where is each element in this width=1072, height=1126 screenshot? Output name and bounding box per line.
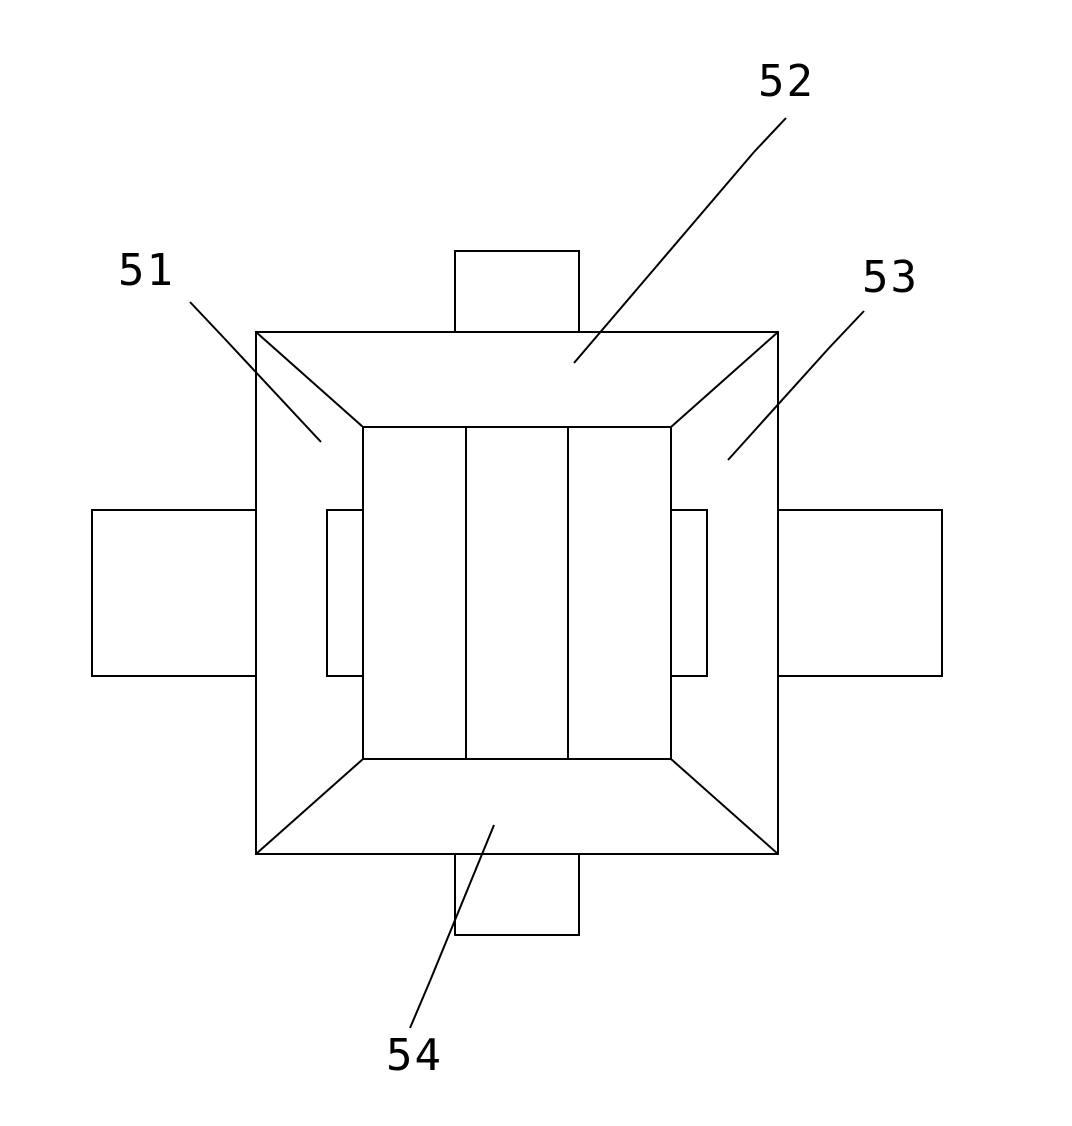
diag-tl (256, 332, 363, 427)
leader-53-seg-0 (829, 311, 864, 348)
diag-br (671, 759, 778, 854)
leader-51-seg-0 (190, 302, 224, 338)
tab-bottom (455, 854, 579, 935)
label-51: 51 (118, 245, 175, 296)
diag-tr (671, 332, 778, 427)
tab-top (455, 251, 579, 332)
leader-54-seg-0 (410, 981, 430, 1028)
leader-54-seg-1 (430, 825, 494, 981)
label-54: 54 (386, 1030, 443, 1081)
diag-bl (256, 759, 363, 854)
leader-52-seg-0 (754, 118, 786, 152)
outer-square (256, 332, 778, 854)
tab-left (92, 510, 256, 676)
diagram-canvas: 51 52 53 54 (0, 0, 1072, 1126)
tab-right (778, 510, 942, 676)
inner-side-rect-0 (327, 510, 363, 676)
leader-51-seg-1 (224, 338, 321, 442)
label-53: 53 (862, 252, 919, 303)
label-52: 52 (758, 56, 815, 107)
inner-side-rect-1 (671, 510, 707, 676)
inner-rect (363, 427, 671, 759)
